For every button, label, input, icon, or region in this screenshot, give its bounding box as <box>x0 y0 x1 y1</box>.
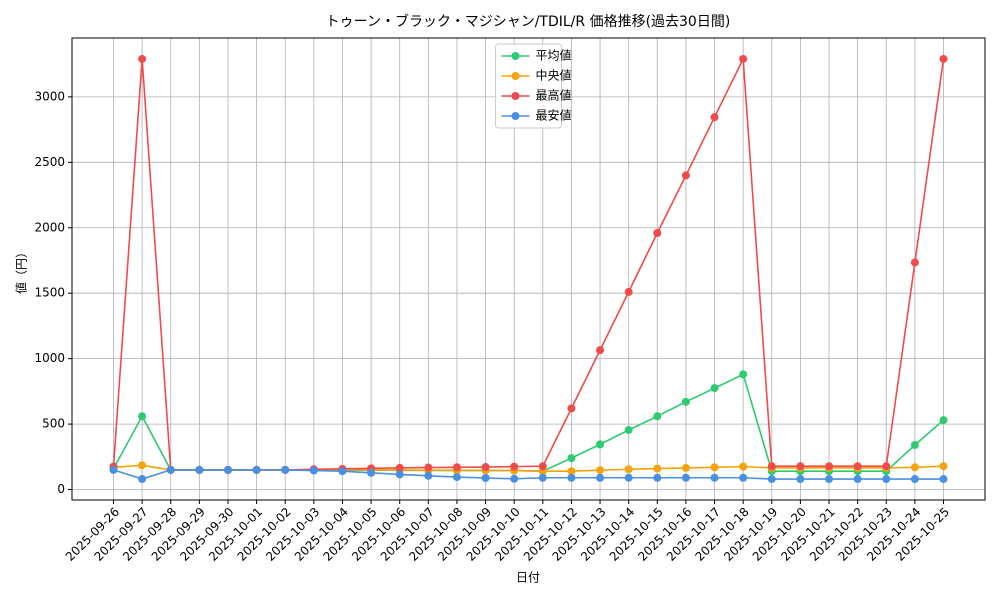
point <box>653 229 662 238</box>
point <box>910 463 919 472</box>
point <box>739 370 748 379</box>
point <box>596 466 605 475</box>
x-axis-label: 日付 <box>516 571 540 585</box>
point <box>138 412 147 421</box>
point <box>166 465 175 474</box>
point <box>739 462 748 471</box>
point <box>538 462 547 471</box>
y-tick-label: 500 <box>42 417 65 431</box>
legend-label: 最高値 <box>536 88 572 103</box>
point <box>567 454 576 463</box>
point <box>567 404 576 413</box>
point <box>767 462 776 471</box>
point <box>338 467 347 476</box>
point <box>309 466 318 475</box>
y-tick-label: 2000 <box>34 220 65 234</box>
legend-label: 最安値 <box>536 108 572 123</box>
point <box>567 467 576 476</box>
point <box>624 473 633 482</box>
point <box>710 463 719 472</box>
point <box>281 465 290 474</box>
point <box>853 475 862 484</box>
point <box>653 464 662 473</box>
point <box>739 473 748 482</box>
point <box>853 462 862 471</box>
legend-marker <box>511 92 520 100</box>
legend-box <box>495 43 562 129</box>
y-tick-label: 1500 <box>34 286 65 300</box>
point <box>882 462 891 471</box>
y-tick-label: 1000 <box>34 351 65 365</box>
point <box>796 462 805 471</box>
point <box>223 465 232 474</box>
point <box>939 475 948 484</box>
point <box>567 473 576 482</box>
legend-marker <box>511 72 520 80</box>
plot-frame <box>71 37 986 501</box>
y-tick-label: 3000 <box>34 89 65 103</box>
y-axis-label: 値（円） <box>14 246 29 294</box>
point <box>653 412 662 421</box>
point <box>653 473 662 482</box>
point <box>910 258 919 267</box>
point <box>624 287 633 296</box>
point <box>367 468 376 477</box>
point <box>825 475 834 484</box>
point <box>596 473 605 482</box>
point <box>138 475 147 484</box>
point <box>739 54 748 63</box>
point <box>424 471 433 480</box>
point <box>424 463 433 472</box>
point <box>624 425 633 434</box>
point <box>109 465 118 474</box>
y-tick-label: 2500 <box>34 155 65 169</box>
point <box>939 416 948 425</box>
point <box>596 440 605 449</box>
point <box>538 473 547 482</box>
chart-title: トゥーン・ブラック・マジシャン/TDIL/R 価格推移(過去30日間) <box>326 13 731 30</box>
point <box>252 465 261 474</box>
point <box>910 475 919 484</box>
point <box>681 463 690 472</box>
point <box>395 463 404 472</box>
point <box>710 113 719 122</box>
point <box>596 346 605 355</box>
series-line <box>113 469 944 480</box>
point <box>452 463 461 472</box>
point <box>882 475 891 484</box>
point <box>910 441 919 450</box>
point <box>138 54 147 63</box>
point <box>825 462 834 471</box>
point <box>796 475 805 484</box>
point <box>195 465 204 474</box>
point <box>510 474 519 483</box>
legend-label: 平均値 <box>536 48 572 63</box>
point <box>681 397 690 406</box>
series-line <box>112 373 945 473</box>
point <box>395 470 404 479</box>
legend-marker <box>511 52 520 60</box>
point <box>939 462 948 471</box>
y-tick-label: 0 <box>57 482 65 496</box>
point <box>624 465 633 474</box>
point <box>767 475 776 484</box>
point <box>710 473 719 482</box>
legend-marker <box>511 112 520 120</box>
point <box>452 473 461 482</box>
point <box>681 473 690 482</box>
legend-label: 中央値 <box>536 68 572 83</box>
point <box>681 171 690 180</box>
point <box>481 474 490 483</box>
point <box>510 462 519 471</box>
point <box>939 54 948 63</box>
point <box>138 461 147 470</box>
point <box>710 384 719 393</box>
point <box>481 463 490 472</box>
